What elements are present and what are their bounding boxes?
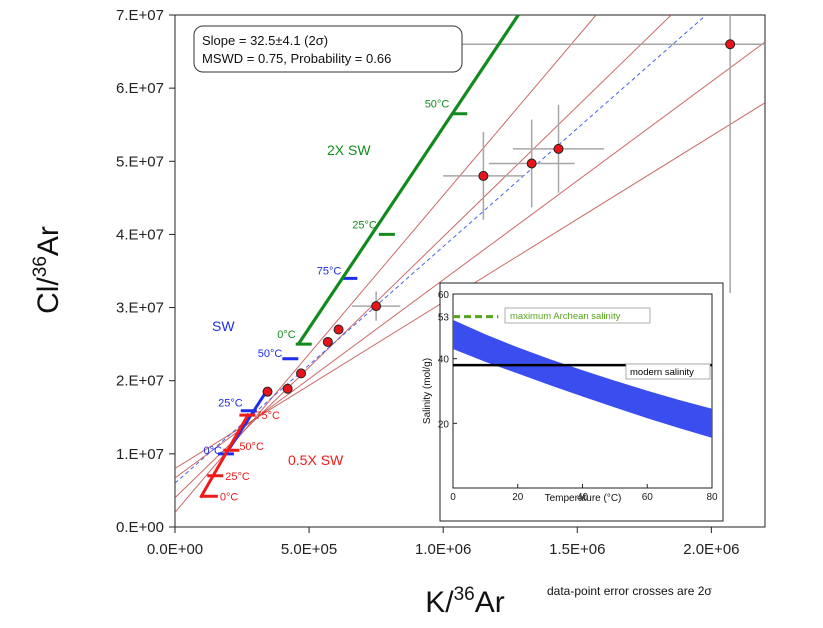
temp-label-05xsw: 75°C	[255, 410, 280, 422]
data-point	[262, 386, 273, 397]
inset-y-tick-label: 20	[438, 419, 450, 430]
x-tick-label: 5.0E+05	[281, 541, 337, 558]
main-plot-area	[175, 15, 765, 513]
temperature-labels: 0°C 25°C 50°C 75°C 0°C 25°C 50°C 0°C 25°C 50°C 75°…	[203, 99, 449, 504]
y-axis-ticks: 0.E+00 1.E+07 2.E+07 3.E+07 4.E+07 5.E+07 6.E+…	[116, 7, 175, 536]
y-tick-label: 5.E+07	[116, 153, 164, 170]
data-point	[333, 324, 344, 335]
data-point	[296, 368, 307, 379]
temp-label-2xsw: 0°C	[277, 329, 296, 341]
seawater-series	[199, 15, 520, 499]
series-line-05xsw	[199, 412, 251, 499]
data-point	[371, 301, 382, 312]
x-tick-label: 1.0E+06	[415, 541, 471, 558]
data-point	[526, 158, 537, 169]
series-label-05xsw: 0.5X SW	[288, 452, 344, 468]
y-tick-label: 2.E+07	[116, 373, 164, 390]
temp-label-sw: 75°C	[317, 265, 342, 277]
temp-label-05xsw: 25°C	[225, 471, 250, 483]
footnote: data-point error crosses are 2σ	[547, 584, 712, 598]
temp-label-sw: 0°C	[203, 445, 222, 457]
stats-mswd: MSWD = 0.75, Probability = 0.66	[202, 51, 391, 66]
inset-archean-value: 53	[438, 313, 450, 324]
temp-label-05xsw: 50°C	[239, 441, 264, 453]
series-line-2xsw	[297, 15, 520, 346]
x-tick-label: 2.0E+06	[683, 541, 739, 558]
x-tick-label: 0.0E+00	[147, 541, 203, 558]
inset-axis-ticks: 0 20 40 60 80 20 40 60	[438, 290, 718, 503]
y-axis-title: Cl/36Ar	[30, 226, 65, 314]
temp-label-2xsw: 50°C	[425, 99, 450, 111]
data-point	[553, 143, 564, 154]
temp-label-sw: 50°C	[258, 348, 283, 360]
inset-y-title: Salinity (mol/g)	[422, 358, 433, 424]
series-label-sw: SW	[212, 318, 235, 334]
y-tick-label: 3.E+07	[116, 300, 164, 317]
inset-x-tick-label: 80	[706, 492, 718, 503]
inset-x-title: Temperature (°C)	[545, 493, 622, 504]
inset-y-tick-label: 40	[438, 355, 450, 366]
modern-label: modern salinity	[630, 367, 694, 378]
archean-label: maximum Archean salinity	[510, 311, 621, 322]
y-tick-label: 7.E+07	[116, 7, 164, 24]
inset-x-tick-label: 0	[450, 492, 456, 503]
data-point	[282, 383, 293, 394]
inset-x-tick-label: 40	[577, 492, 589, 503]
temp-label-sw: 25°C	[218, 398, 243, 410]
archean-label-box	[504, 307, 651, 324]
series-label-2xsw: 2X SW	[327, 142, 371, 158]
modern-label-box	[625, 363, 711, 380]
temp-label-05xsw: 0°C	[220, 491, 239, 503]
y-tick-label: 0.E+00	[116, 519, 164, 536]
stats-slope: Slope = 32.5±4.1 (2σ)	[202, 33, 328, 48]
data-point	[725, 39, 736, 50]
data-point	[478, 170, 489, 181]
regression-line	[175, 15, 707, 484]
x-axis-title: K/36Ar	[425, 584, 505, 619]
x-tick-label: 1.5E+06	[549, 541, 605, 558]
envelope-line	[175, 41, 765, 479]
inset-x-tick-label: 20	[512, 492, 524, 503]
data-point	[322, 336, 333, 347]
stats-box	[193, 25, 463, 73]
temp-label-2xsw: 25°C	[352, 219, 377, 231]
inset-y-tick-label: 60	[438, 290, 450, 301]
x-axis-ticks: 0.0E+00 5.0E+05 1.0E+06 1.5E+06 2.0E+06	[147, 527, 740, 558]
y-tick-label: 4.E+07	[116, 226, 164, 243]
inset-x-tick-label: 60	[642, 492, 654, 503]
y-tick-label: 1.E+07	[116, 446, 164, 463]
salinity-band	[453, 319, 712, 438]
y-tick-label: 6.E+07	[116, 80, 164, 97]
envelope-line	[175, 15, 597, 513]
data-points	[262, 39, 736, 397]
